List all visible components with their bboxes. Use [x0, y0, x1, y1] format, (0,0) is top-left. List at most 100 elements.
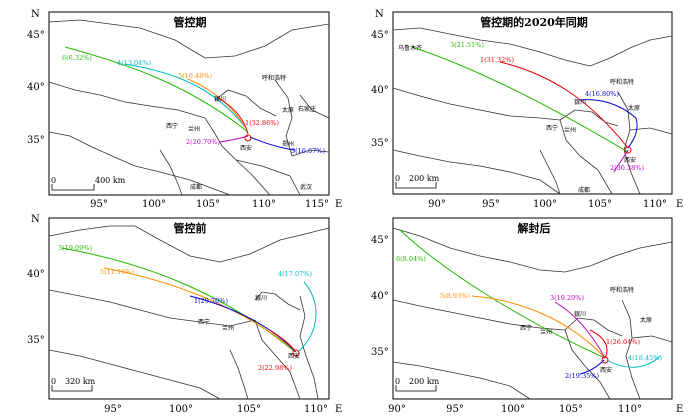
trajectory-label: 2(30.38%) [610, 164, 644, 172]
lon-tick: 105° [237, 404, 261, 415]
lon-tick: 95° [104, 404, 122, 415]
north-label: N [375, 9, 384, 20]
panel-title: 解封后 [518, 221, 551, 235]
city-label: 西安 [240, 144, 252, 152]
city-label: 银川 [214, 95, 226, 103]
trajectory-3 [249, 136, 296, 151]
lon-tick: 105° [196, 199, 220, 210]
boundary-lines [48, 225, 330, 400]
city-label: 西宁 [198, 318, 210, 326]
north-label: N [31, 9, 40, 20]
panel-title: 管控期 [174, 15, 207, 29]
north-label: N [31, 214, 40, 225]
trajectory-1 [189, 295, 295, 351]
trajectory-label: 1(32.86%) [245, 119, 279, 127]
lat-tick: 45° [371, 30, 389, 41]
trajectory-label: 3(19.20%) [550, 294, 584, 302]
trajectory-1 [217, 97, 249, 135]
scale-zero: 0 [395, 377, 400, 386]
lat-tick: 35° [27, 335, 45, 346]
panel-control-period: N 管控期 45° 40° 35° 95° 100° 105° 110° 115… [27, 9, 342, 210]
scale-bar [395, 385, 437, 392]
lat-tick: 40° [27, 82, 45, 93]
trajectory-label: 4(13.04%) [117, 59, 151, 67]
trajectory-label: 4(18.45%) [628, 354, 662, 362]
lon-tick: 95° [446, 404, 464, 415]
trajectory-label: 5(11.16%) [100, 268, 134, 276]
city-label: 成都 [578, 186, 590, 194]
lon-tick: 100° [169, 404, 193, 415]
lon-tick: 110° [252, 199, 276, 210]
lon-tick: 90° [428, 199, 446, 210]
trajectory-4 [606, 355, 661, 368]
trajectory-1 [499, 61, 629, 149]
city-label: 西安 [288, 352, 300, 360]
scale-label: 320 km [65, 377, 96, 386]
city-label: 兰州 [564, 126, 576, 134]
city-label: 呼和浩特 [262, 74, 286, 82]
xian-marker [601, 356, 609, 364]
lon-tick: 100° [142, 199, 166, 210]
city-label: 呼和浩特 [610, 286, 634, 294]
lon-tick: 105° [559, 404, 583, 415]
lat-tick: 45° [371, 235, 389, 246]
lat-tick: 35° [27, 135, 45, 146]
city-label: 西宁 [520, 324, 532, 332]
map-frame [392, 11, 673, 195]
scale-zero: 0 [51, 377, 56, 386]
trajectory-label: 3(16.67%) [291, 147, 325, 155]
trajectory-3 [554, 301, 606, 359]
lon-tick: 115° [305, 199, 329, 210]
map-frame [392, 217, 673, 400]
trajectory-4 [124, 63, 247, 129]
city-label: 银川 [574, 98, 586, 106]
city-label: 郑州 [282, 140, 294, 148]
trajectory-5 [103, 267, 295, 351]
scale-label: 200 km [409, 377, 440, 386]
city-label: 太原 [640, 316, 652, 324]
panel-before-control: N 管控前 40° 35° 95° 100° 105° 110° E 3(19.… [27, 214, 342, 415]
lat-tick: 40° [371, 85, 389, 96]
city-label: 太原 [628, 104, 640, 112]
scale-bar [51, 184, 95, 191]
trajectory-label: 4(16.80%) [585, 90, 619, 98]
lat-tick: 35° [371, 347, 389, 358]
city-label: 西安 [600, 366, 612, 374]
xian-marker [624, 146, 632, 154]
scale-label: 400 km [95, 176, 126, 185]
trajectory-label: 4(17.07%) [278, 270, 312, 278]
trajectory-label: 5(8.93%) [440, 292, 470, 300]
trajectory-6 [399, 229, 606, 359]
city-label: 西宁 [546, 124, 558, 132]
lon-tick: 100° [533, 199, 557, 210]
trajectory-5 [187, 78, 247, 129]
city-label: 银川 [574, 310, 586, 318]
city-label: 呼和浩特 [610, 78, 634, 86]
trajectory-label: 1(31.32%) [480, 56, 514, 64]
panel-title: 管控前 [174, 221, 207, 235]
city-label: 太原 [282, 106, 294, 114]
city-label: 西安 [624, 156, 636, 164]
panel-after-lockdown: 解封后 45° 40° 35° 90° 95° 100° 105° 110° E… [371, 217, 683, 415]
xian-marker [244, 134, 252, 142]
trajectory-5 [471, 295, 606, 359]
lat-tick: 45° [27, 30, 45, 41]
trajectory-label: 2(19.35%) [565, 372, 599, 380]
panel-2020-same-period: N 管控期的2020年同期 45° 40° 35° 90° 95° 100° 1… [371, 9, 683, 210]
lon-tick: 95° [482, 199, 500, 210]
trajectory-label: 1(26.04%) [606, 338, 640, 346]
city-label: 西宁 [166, 122, 178, 130]
trajectory-1 [589, 329, 608, 359]
city-label: 武汉 [300, 183, 312, 191]
lat-tick: 40° [27, 269, 45, 280]
boundary-lines [392, 27, 673, 195]
east-label: E [335, 404, 342, 415]
lon-tick: 100° [501, 404, 525, 415]
lon-tick: 90° [388, 404, 406, 415]
lon-tick: 95° [90, 199, 108, 210]
map-frame [48, 11, 330, 196]
city-label: 兰州 [188, 125, 200, 133]
scale-label: 200 km [409, 174, 440, 183]
trajectory-3 [411, 46, 629, 153]
